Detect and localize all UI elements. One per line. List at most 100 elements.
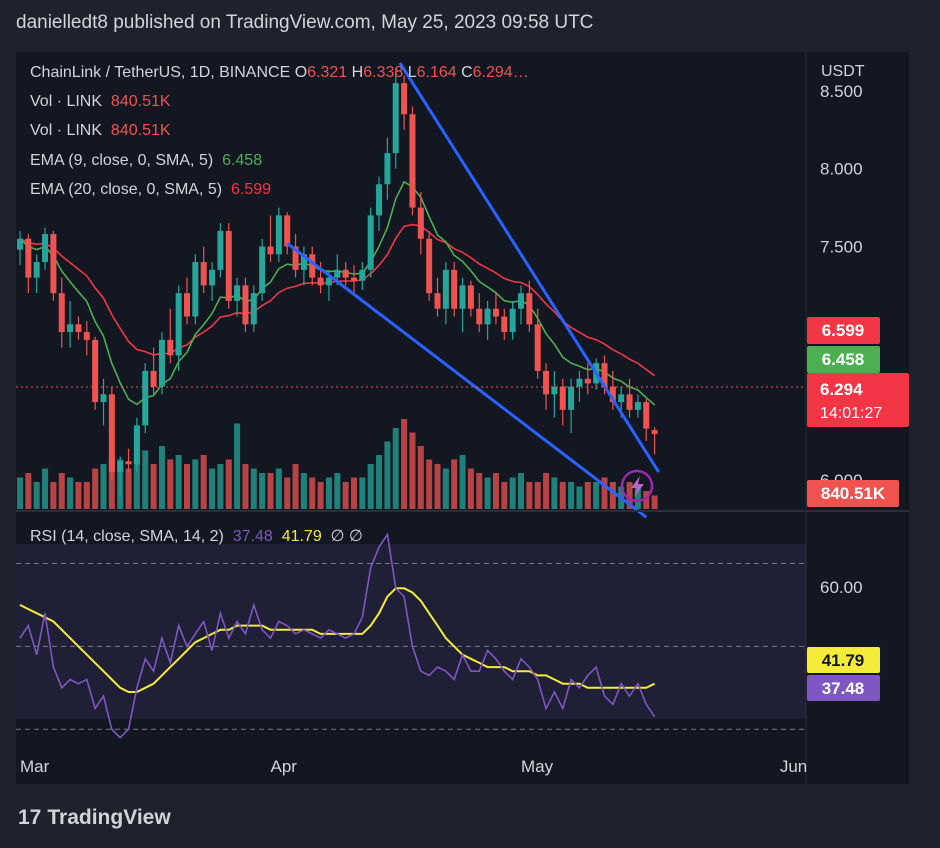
candle-body [651, 429, 658, 435]
volume-bar [526, 482, 533, 509]
volume-bar [33, 482, 40, 509]
vol-legend[interactable]: Vol · LINK 840.51K [30, 93, 171, 111]
ohlc-value: 6.164 [416, 64, 457, 81]
volume-bar [442, 468, 449, 509]
ema9-legend[interactable]: EMA (9, close, 0, SMA, 5) 6.458 [30, 152, 262, 170]
volume-bar [351, 477, 357, 509]
candle-body [92, 339, 99, 403]
tradingview-logo-icon: 17 [18, 806, 42, 829]
volume-bar [576, 486, 583, 509]
candle-body [42, 234, 49, 263]
volume-bar [451, 459, 458, 509]
candle-body [501, 316, 508, 333]
ohlc-key: H [347, 64, 364, 81]
candle-body [67, 324, 74, 333]
candle-body [618, 394, 625, 403]
ema20-legend[interactable]: EMA (20, close, 0, SMA, 5) 6.599 [30, 181, 271, 199]
candle-body [526, 293, 533, 325]
ema9-value: 6.458 [222, 152, 263, 169]
volume-bar [209, 468, 216, 509]
candle-body [434, 293, 441, 309]
candle-body [509, 308, 516, 333]
volume-bar [309, 477, 316, 509]
candle-body [325, 277, 332, 286]
volume-bar [100, 464, 107, 509]
time-tick: Mar [20, 757, 50, 776]
rsi-legend[interactable]: RSI (14, close, SMA, 14, 2) 37.48 41.79 … [30, 526, 363, 546]
rsi-ma-tag-text: 41.79 [822, 651, 865, 670]
rsi-tag: 37.48 [807, 675, 880, 701]
volume-bar [92, 468, 99, 509]
candle-body [392, 83, 399, 154]
symbol-legend[interactable]: ChainLink / TetherUS, 1D, BINANCE O6.321… [30, 64, 529, 82]
volume-bar [584, 482, 591, 509]
volume-bar [300, 473, 307, 509]
candle-body [192, 262, 199, 317]
candle-body [200, 262, 207, 286]
volume-bar [626, 482, 633, 509]
ohlc-value: 6.294… [472, 64, 529, 81]
volume-bar [158, 446, 165, 509]
rsi-value: 37.48 [232, 528, 273, 545]
trendline-lower [286, 242, 648, 519]
volume-bar [234, 423, 241, 509]
volume-bar [342, 482, 349, 509]
candle-body [133, 425, 140, 465]
candle-body [175, 293, 182, 356]
volume-bar [200, 455, 207, 509]
close-tag-text: 6.294 [820, 380, 863, 399]
rsi-band-fill [16, 544, 806, 719]
volume-bar [133, 455, 140, 509]
rsi-lines [19, 532, 656, 739]
volume-bar [67, 477, 74, 509]
volume-bar [509, 477, 516, 509]
candle-body [384, 153, 391, 185]
volume-bar [634, 486, 641, 509]
volume-bar [292, 464, 299, 509]
volume-bar [242, 464, 249, 509]
vol-legend-2[interactable]: Vol · LINK 840.51K [30, 122, 171, 140]
trendline-upper [398, 62, 661, 473]
tradingview-brand[interactable]: 17 TradingView [18, 806, 171, 830]
rsi-label: RSI (14, close, SMA, 14, 2) [30, 528, 224, 545]
candle-body [83, 332, 90, 340]
candle-body [576, 378, 583, 387]
ema9-tag-text: 6.458 [822, 350, 865, 369]
volume-bar [217, 464, 224, 509]
price-tick: 7.500 [820, 237, 863, 256]
lightning-icon[interactable] [620, 469, 654, 503]
volume-tag: 840.51K [807, 480, 899, 507]
volume-bar [359, 477, 366, 509]
candle-body [17, 238, 23, 250]
volume-bar [551, 477, 558, 509]
candle-body [467, 285, 474, 309]
candle-body [259, 246, 266, 294]
rsi-line [19, 532, 656, 739]
time-ticks[interactable]: Mar Apr May Jun [20, 757, 807, 776]
volume-bar [317, 482, 324, 509]
candle-body [351, 277, 357, 281]
volume-bar [409, 432, 416, 509]
candle-body [125, 461, 132, 465]
publish-header: danielledt8 published on TradingView.com… [16, 12, 594, 33]
candle-body [601, 363, 608, 387]
volume-bar [25, 473, 32, 509]
candle-body [292, 246, 299, 270]
volume-bar [184, 464, 190, 509]
candle-body [359, 269, 366, 281]
volume-bar [467, 468, 474, 509]
candle-body [242, 285, 249, 325]
candle-body [225, 230, 232, 301]
volume-bar [267, 473, 274, 509]
volume-bar [17, 477, 23, 509]
trendlines[interactable] [286, 62, 661, 519]
ema20-value: 6.599 [230, 181, 272, 198]
candle-body [250, 293, 257, 325]
volume-bar [651, 495, 658, 509]
candle-body [158, 339, 165, 387]
volume-bar [142, 450, 149, 509]
